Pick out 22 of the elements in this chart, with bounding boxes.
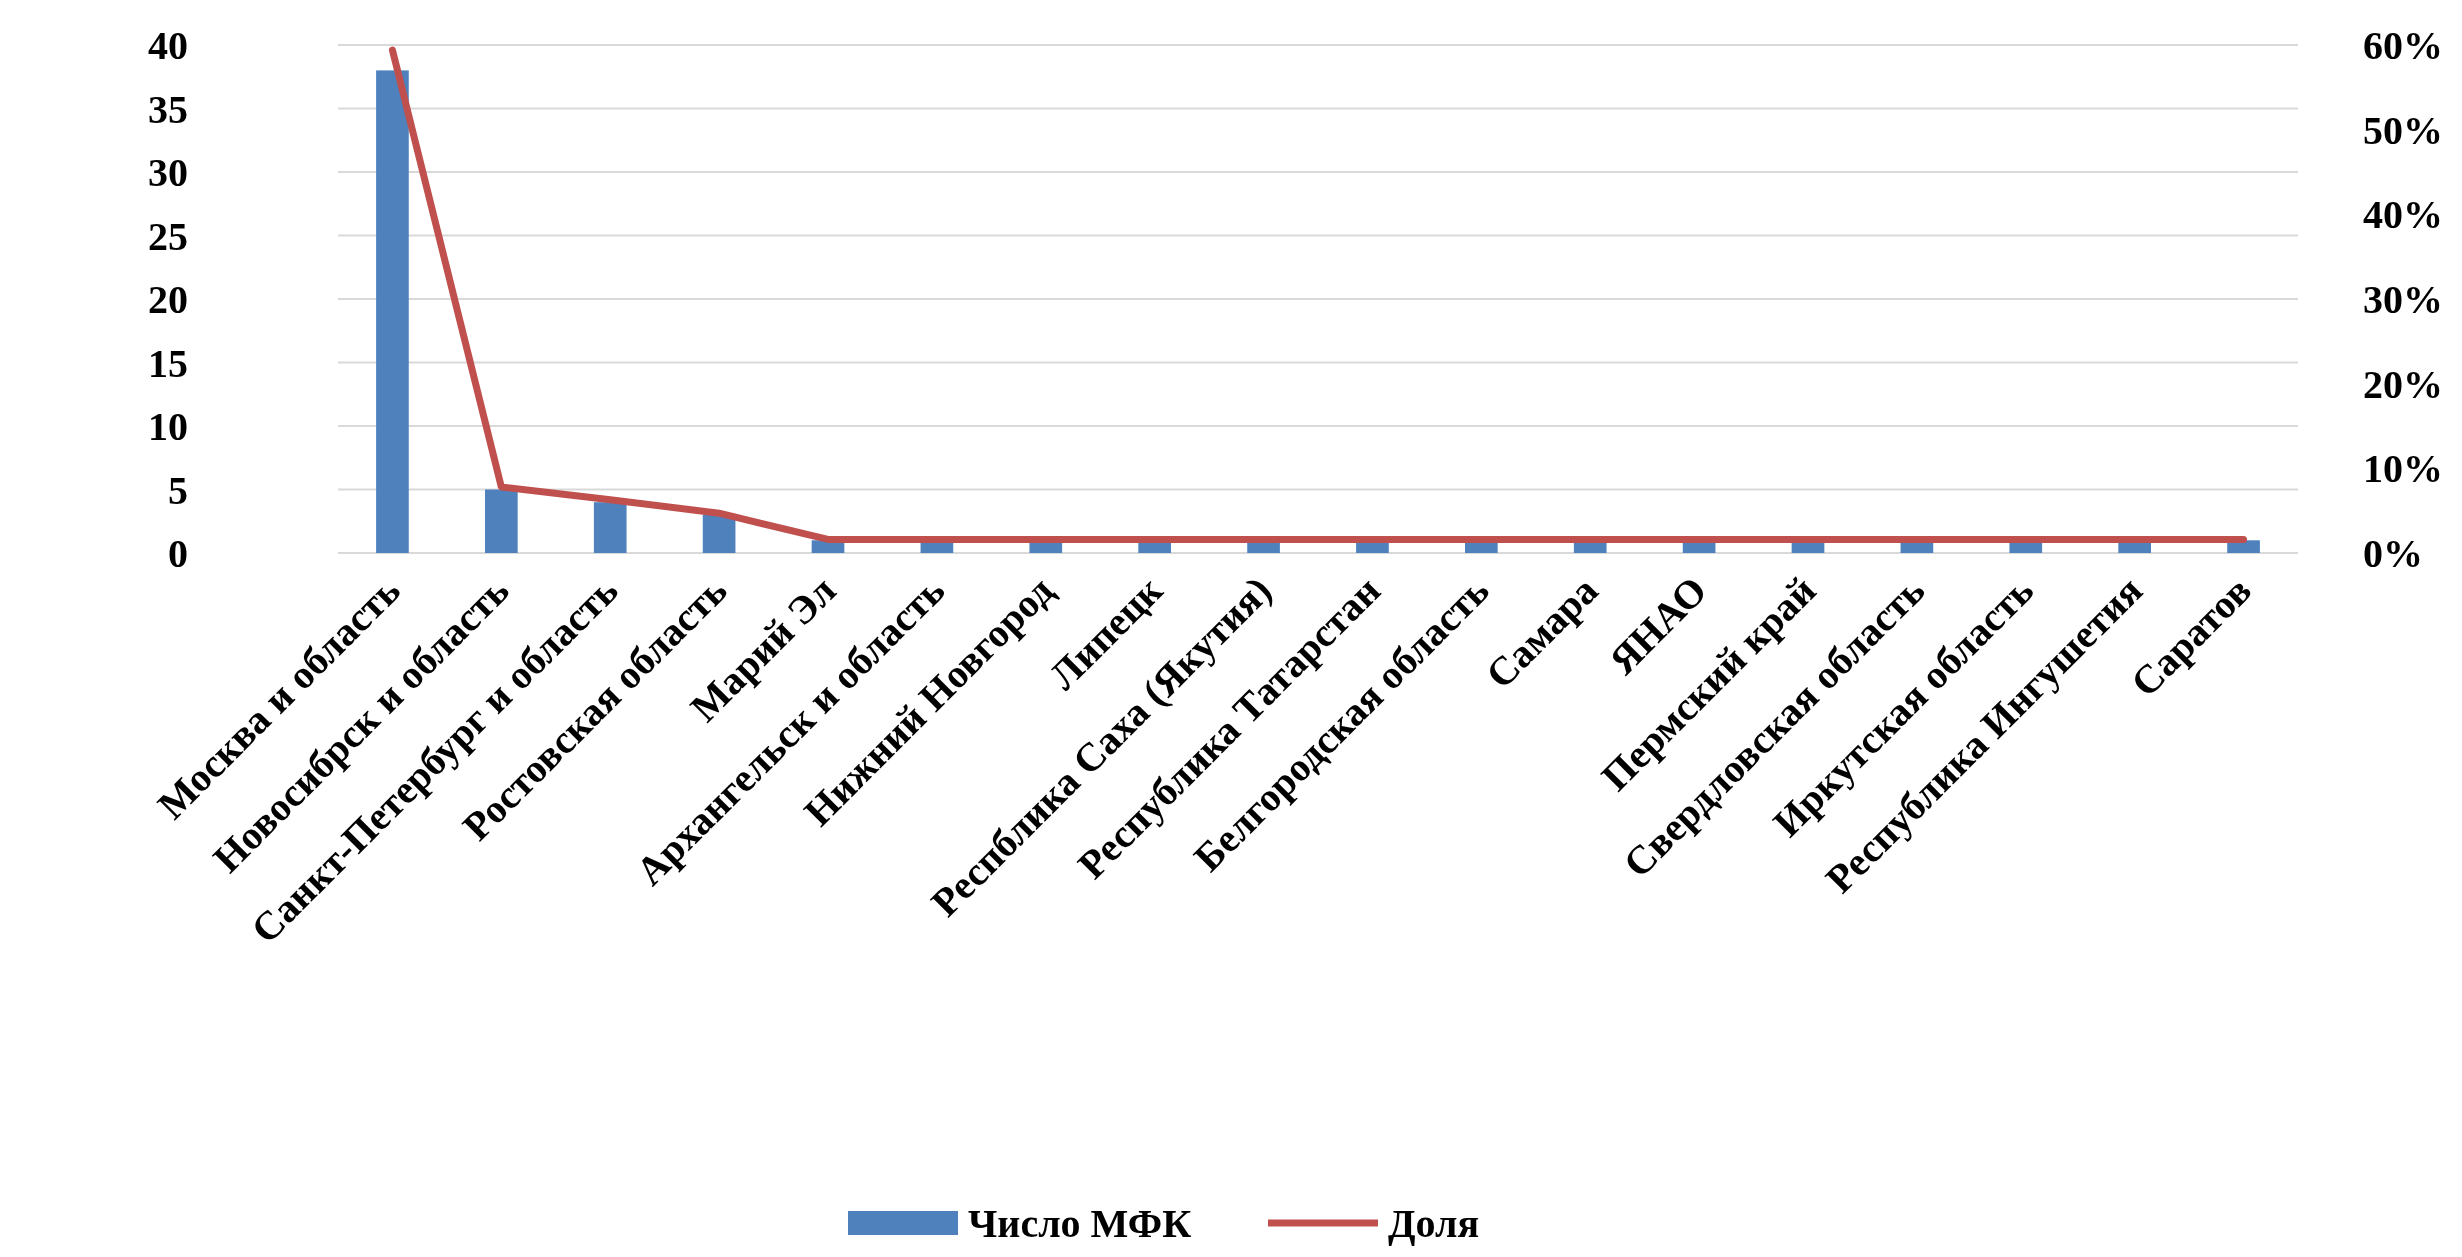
bar (485, 489, 518, 553)
y-tick-label: 5 (168, 467, 188, 513)
bar (376, 70, 409, 553)
y-tick-label: 10 (148, 404, 188, 449)
y-tick-label: 35 (148, 86, 188, 132)
y2-tick-label: 30% (2363, 277, 2443, 322)
y-tick-label: 25 (148, 213, 188, 259)
legend-label: Число МФК (968, 1201, 1192, 1246)
bar (593, 502, 627, 553)
y2-tick-label: 50% (2363, 107, 2443, 153)
y-tick-label: 15 (148, 340, 188, 386)
y2-tick-label: 20% (2363, 361, 2443, 407)
y-tick-label: 40 (148, 23, 188, 68)
y2-tick-label: 40% (2363, 192, 2443, 238)
y2-tick-label: 0% (2363, 531, 2423, 576)
y-tick-label: 30 (148, 150, 188, 195)
y2-tick-label: 60% (2363, 23, 2443, 68)
y-tick-label: 0 (168, 531, 188, 576)
bar (702, 514, 736, 553)
y2-tick-label: 10% (2363, 446, 2443, 492)
y-tick-label: 20 (148, 277, 188, 322)
legend-label: Доля (1388, 1201, 1480, 1246)
